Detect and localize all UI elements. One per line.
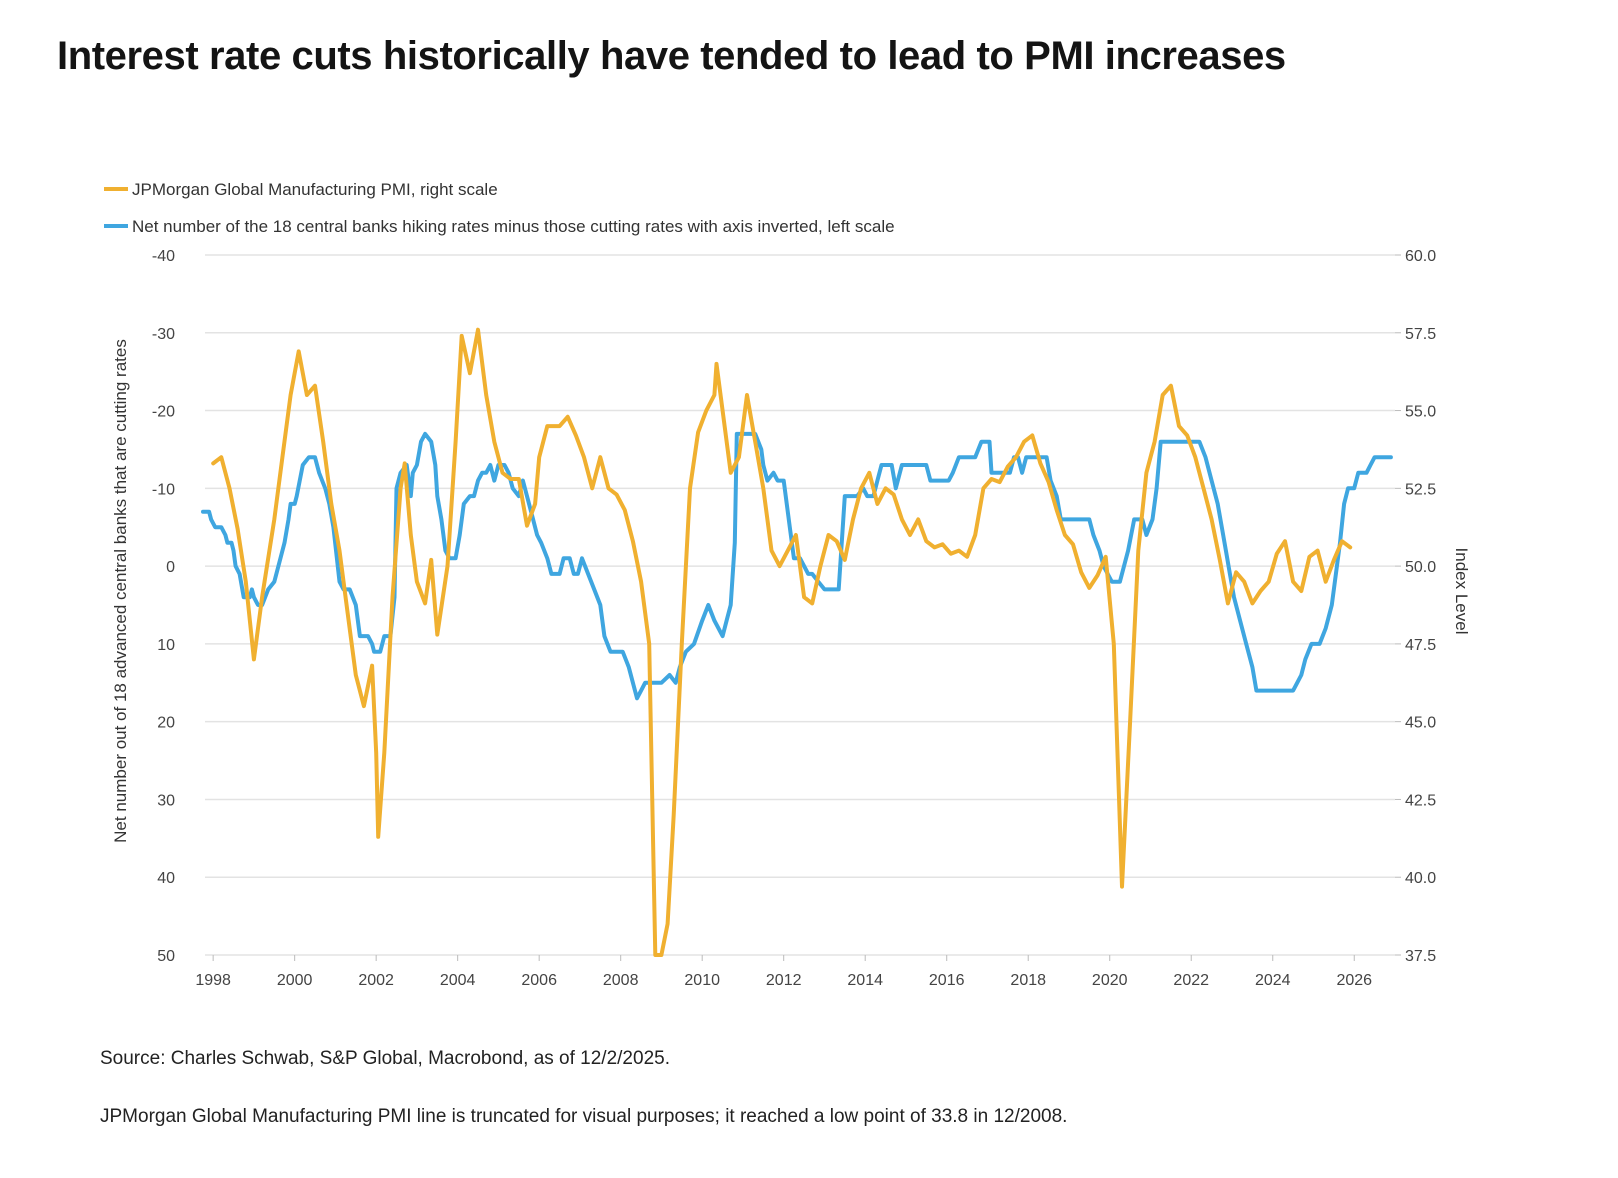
x-tick-label: 2006 — [521, 972, 557, 989]
left-tick-label: 0 — [166, 559, 175, 576]
x-axis-ticks: 1998 2000 2002 2004 2006 2008 2010 2012 2014 2016… — [195, 955, 1372, 989]
left-tick-label: 50 — [157, 948, 175, 965]
source-note: Source: Charles Schwab, S&P Global, Macr… — [100, 1048, 670, 1069]
right-tick-label: 37.5 — [1405, 948, 1436, 965]
legend-label-banks: Net number of the 18 central banks hikin… — [132, 217, 895, 236]
pmi-vs-central-banks-chart: JPMorgan Global Manufacturing PMI, right… — [104, 180, 1471, 989]
series-line-pmi — [211, 327, 1353, 957]
right-tick-label: 50.0 — [1405, 559, 1436, 576]
right-tick-label: 52.5 — [1405, 481, 1436, 498]
right-tick-label: 55.0 — [1405, 404, 1436, 421]
x-tick-label: 2020 — [1092, 972, 1128, 989]
x-tick-label: 2026 — [1336, 972, 1372, 989]
right-tick-label: 60.0 — [1405, 248, 1436, 265]
series-lines — [201, 327, 1393, 957]
x-tick-label: 2016 — [929, 972, 965, 989]
left-tick-label: 20 — [157, 715, 175, 732]
x-tick-label: 2010 — [684, 972, 720, 989]
left-tick-label: -30 — [152, 326, 175, 343]
right-tick-label: 40.0 — [1405, 870, 1436, 887]
legend-label-pmi: JPMorgan Global Manufacturing PMI, right… — [132, 180, 498, 199]
right-tick-label: 45.0 — [1405, 715, 1436, 732]
left-tick-label: -40 — [152, 248, 175, 265]
right-tick-label: 57.5 — [1405, 326, 1436, 343]
x-tick-label: 2008 — [603, 972, 639, 989]
left-axis-ticks: -40 -30 -20 -10 0 10 20 30 40 50 — [152, 248, 175, 965]
x-tick-label: 2004 — [440, 972, 476, 989]
x-tick-label: 2024 — [1255, 972, 1291, 989]
chart-area: JPMorgan Global Manufacturing PMI, right… — [100, 170, 1540, 1030]
x-tick-label: 2012 — [766, 972, 802, 989]
x-tick-label: 2014 — [847, 972, 883, 989]
series-line-central-banks — [201, 431, 1393, 701]
x-tick-label: 1998 — [195, 972, 231, 989]
right-axis-ticks: 60.0 57.5 55.0 52.5 50.0 47.5 45.0 42.5 40.0 37.5 — [1395, 248, 1436, 965]
left-tick-label: 40 — [157, 870, 175, 887]
right-tick-label: 42.5 — [1405, 792, 1436, 809]
left-tick-label: -20 — [152, 404, 175, 421]
left-tick-label: 10 — [157, 637, 175, 654]
left-tick-label: 30 — [157, 792, 175, 809]
x-tick-label: 2022 — [1173, 972, 1209, 989]
gridlines — [205, 254, 1395, 956]
x-tick-label: 2000 — [277, 972, 313, 989]
left-axis-title: Net number out of 18 advanced central ba… — [111, 339, 130, 843]
footnote: JPMorgan Global Manufacturing PMI line i… — [100, 1106, 1068, 1127]
right-axis-title: Index Level — [1452, 548, 1471, 635]
legend: JPMorgan Global Manufacturing PMI, right… — [104, 180, 895, 236]
right-tick-label: 47.5 — [1405, 637, 1436, 654]
left-tick-label: -10 — [152, 481, 175, 498]
x-tick-label: 2002 — [358, 972, 394, 989]
chart-title: Interest rate cuts historically have ten… — [57, 34, 1286, 78]
x-tick-label: 2018 — [1010, 972, 1046, 989]
